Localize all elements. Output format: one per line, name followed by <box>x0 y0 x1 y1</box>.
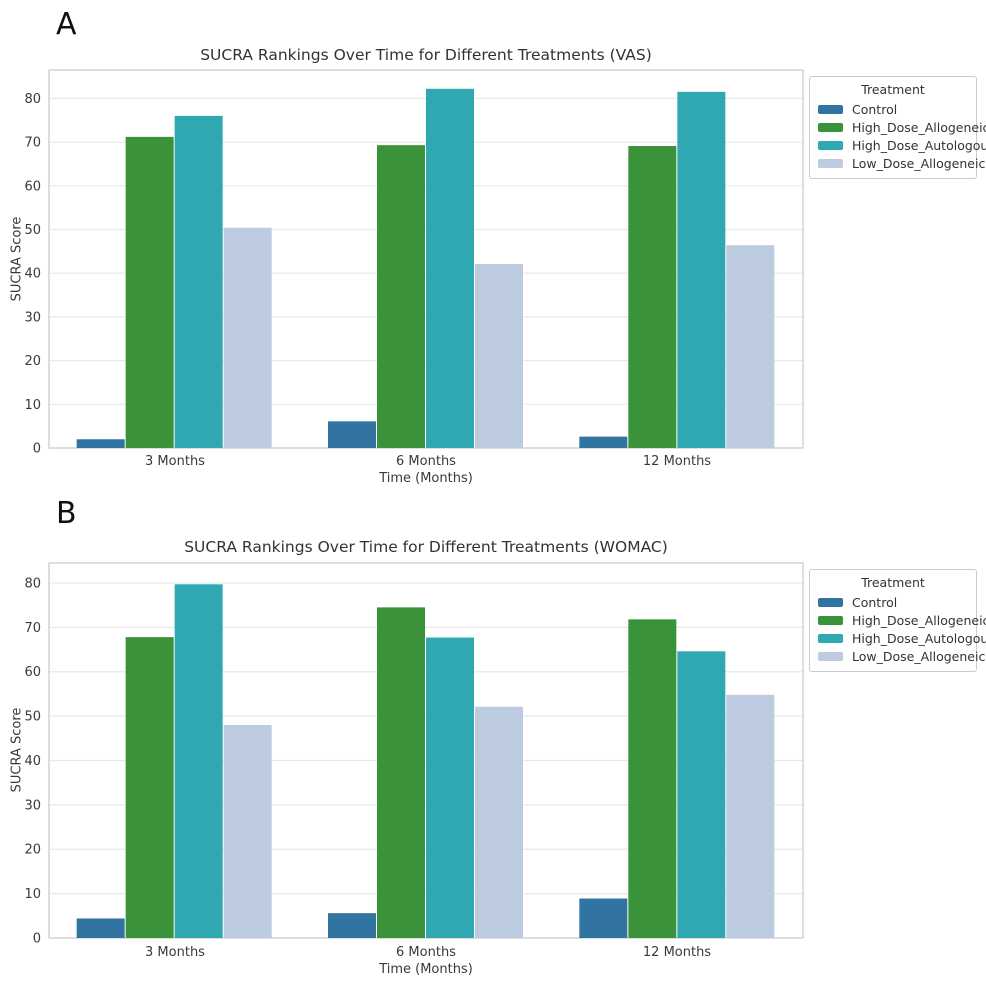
ytick-label-20: 20 <box>24 843 41 858</box>
panel-b-xtick-6-months: 6 Months <box>396 945 456 960</box>
legend-label: High_Dose_Allogeneic <box>852 119 986 135</box>
legend-entry-high-dose-autologous: High_Dose_Autologous <box>818 136 986 154</box>
legend-label: Low_Dose_Allogeneic <box>852 155 986 171</box>
panel-a-xtick-3-months: 3 Months <box>145 454 205 469</box>
bar-control-3-months <box>76 918 125 938</box>
panel-b-x-axis-label: Time (Months) <box>379 962 473 977</box>
high-dose-autologous-swatch-icon <box>818 633 843 643</box>
ytick-label-80: 80 <box>24 576 41 591</box>
bar-high-dose-autologous-6-months <box>426 637 474 938</box>
panel-a-letter: A <box>56 7 77 42</box>
bar-high-dose-allogeneic-12-months <box>628 619 677 938</box>
ytick-label-0: 0 <box>33 442 41 457</box>
control-swatch-icon <box>818 104 843 114</box>
bar-high-dose-autologous-12-months <box>677 651 726 938</box>
ytick-label-40: 40 <box>24 267 41 282</box>
bar-low-dose-allogeneic-3-months <box>223 724 272 938</box>
panel-b-title: SUCRA Rankings Over Time for Different T… <box>184 538 668 556</box>
ytick-label-40: 40 <box>24 754 41 769</box>
legend-entry-low-dose-allogeneic: Low_Dose_Allogeneic <box>818 647 985 665</box>
legend-entry-control: Control <box>818 100 968 118</box>
bar-high-dose-allogeneic-6-months <box>377 607 425 938</box>
panel-a-legend: Treatment Control High_Dose_Allogeneic H… <box>809 76 986 179</box>
bar-high-dose-allogeneic-6-months <box>377 145 425 448</box>
bar-high-dose-autologous-12-months <box>677 91 726 449</box>
bar-control-6-months <box>328 421 376 448</box>
panel-a-title: SUCRA Rankings Over Time for Different T… <box>200 46 652 64</box>
legend-title: Treatment <box>861 575 925 590</box>
low-dose-allogeneic-swatch-icon <box>818 651 843 661</box>
bar-high-dose-allogeneic-3-months <box>125 136 174 449</box>
panel-a-xtick-6-months: 6 Months <box>396 454 456 469</box>
bar-low-dose-allogeneic-12-months <box>726 694 775 938</box>
legend-title: Treatment <box>861 82 925 97</box>
panel-b-y-axis-label: SUCRA Score <box>9 707 25 793</box>
ytick-label-50: 50 <box>24 710 41 725</box>
bar-high-dose-autologous-3-months <box>174 115 223 448</box>
ytick-label-80: 80 <box>24 92 41 107</box>
legend-entry-high-dose-allogeneic: High_Dose_Allogeneic <box>818 118 986 136</box>
bar-low-dose-allogeneic-12-months <box>726 245 775 448</box>
high-dose-autologous-swatch-icon <box>818 140 843 150</box>
bar-low-dose-allogeneic-3-months <box>223 227 272 448</box>
low-dose-allogeneic-swatch-icon <box>818 158 843 168</box>
ytick-label-30: 30 <box>24 310 41 325</box>
ytick-label-50: 50 <box>24 223 41 238</box>
ytick-label-30: 30 <box>24 798 41 813</box>
legend-entry-control: Control <box>818 593 968 611</box>
ytick-label-60: 60 <box>24 179 41 194</box>
ytick-label-10: 10 <box>24 887 41 902</box>
bar-high-dose-autologous-3-months <box>174 584 223 938</box>
ytick-label-10: 10 <box>24 398 41 413</box>
high-dose-allogeneic-swatch-icon <box>818 615 843 625</box>
high-dose-allogeneic-swatch-icon <box>818 122 843 132</box>
bar-high-dose-allogeneic-3-months <box>125 637 174 938</box>
legend-entry-low-dose-allogeneic: Low_Dose_Allogeneic <box>818 154 985 172</box>
legend-label: Control <box>852 594 898 610</box>
bar-high-dose-allogeneic-12-months <box>628 146 677 448</box>
ytick-label-60: 60 <box>24 665 41 680</box>
panel-a-x-axis-label: Time (Months) <box>379 471 473 486</box>
legend-entry-high-dose-allogeneic: High_Dose_Allogeneic <box>818 611 986 629</box>
bar-control-12-months <box>579 898 628 938</box>
bar-high-dose-autologous-6-months <box>426 88 474 449</box>
ytick-label-70: 70 <box>24 136 41 151</box>
bar-low-dose-allogeneic-6-months <box>475 706 523 938</box>
legend-label: High_Dose_Allogeneic <box>852 612 986 628</box>
ytick-label-20: 20 <box>24 354 41 369</box>
panel-b-plot: 0 10 20 30 40 50 60 70 80 <box>24 562 804 947</box>
panel-b-xtick-12-months: 12 Months <box>642 945 712 960</box>
legend-label: Low_Dose_Allogeneic <box>852 648 986 664</box>
bar-low-dose-allogeneic-6-months <box>475 264 523 448</box>
bar-control-3-months <box>76 439 125 448</box>
panel-b-legend: Treatment Control High_Dose_Allogeneic H… <box>809 569 986 672</box>
panel-a-plot: 0 10 20 30 40 50 60 70 80 <box>24 69 804 457</box>
control-swatch-icon <box>818 597 843 607</box>
legend-entry-high-dose-autologous: High_Dose_Autologous <box>818 629 986 647</box>
panel-b-letter: B <box>56 496 77 531</box>
legend-label: High_Dose_Autologous <box>852 630 986 646</box>
legend-label: Control <box>852 101 898 117</box>
ytick-label-0: 0 <box>33 932 41 947</box>
panel-a-y-axis-label: SUCRA Score <box>9 216 25 302</box>
bar-control-6-months <box>328 913 376 938</box>
panel-a-xtick-12-months: 12 Months <box>642 454 712 469</box>
panel-b-xtick-3-months: 3 Months <box>145 945 205 960</box>
legend-label: High_Dose_Autologous <box>852 137 986 153</box>
bar-control-12-months <box>579 436 628 448</box>
ytick-label-70: 70 <box>24 621 41 636</box>
